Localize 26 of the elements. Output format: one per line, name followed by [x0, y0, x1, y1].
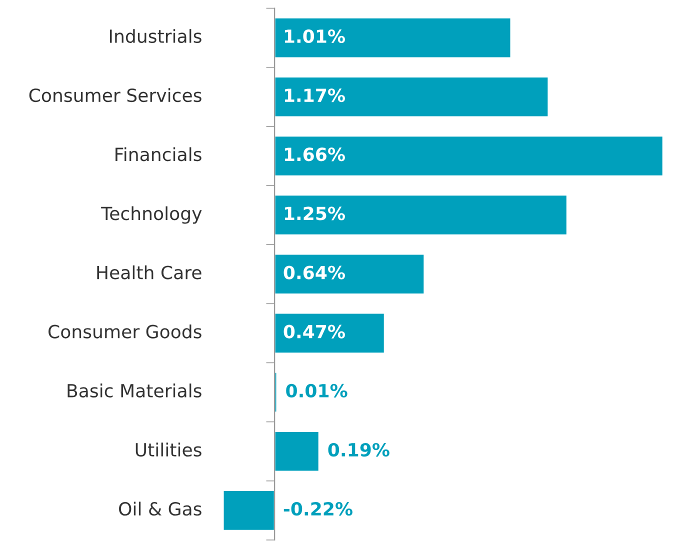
- bar: [274, 312, 386, 354]
- bar: [222, 490, 276, 532]
- data-label: 1.17%: [284, 88, 345, 102]
- bar: [274, 253, 426, 295]
- y-tick-label: Technology: [101, 206, 202, 224]
- y-tick-label: Financials: [116, 147, 202, 162]
- bar: [274, 17, 512, 59]
- y-tick-label: Oil & Gas: [119, 502, 202, 516]
- data-label: 0.47%: [284, 324, 345, 338]
- data-label: 0.19%: [328, 442, 390, 457]
- y-tick-label: Health Care: [97, 265, 202, 280]
- y-tick-label: Industrials: [110, 29, 202, 44]
- data-label: 1.66%: [284, 148, 345, 162]
- y-tick-label: Utilities: [136, 442, 202, 457]
- y-tick-label: Consumer Goods: [48, 324, 202, 338]
- data-label: 1.25%: [284, 206, 345, 220]
- y-tick-label: Consumer Services: [29, 88, 202, 102]
- data-label: 0.01%: [286, 384, 348, 398]
- bar: [274, 135, 664, 177]
- data-label: 0.64%: [284, 266, 345, 280]
- bar: [274, 194, 568, 236]
- data-label: -0.22%: [284, 502, 352, 516]
- bar: [274, 76, 550, 118]
- data-label: 1.01%: [284, 29, 345, 44]
- y-tick-label: Basic Materials: [68, 384, 202, 398]
- bar: [274, 430, 320, 472]
